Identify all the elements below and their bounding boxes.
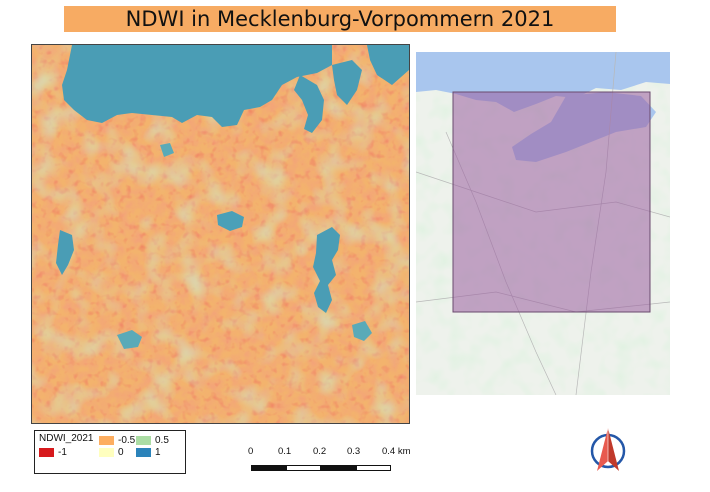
- scale-segment-3: [321, 465, 356, 471]
- legend-label-05: 0.5: [155, 435, 169, 446]
- north-arrow-icon: [586, 425, 630, 477]
- legend-label-0: 0: [118, 447, 124, 458]
- scale-label-03: 0.3: [347, 446, 361, 457]
- legend-swatch-minus1: [39, 448, 54, 457]
- legend-label-minus1: -1: [58, 447, 67, 458]
- lake-south-east: [352, 321, 372, 341]
- overview-locator-map: [416, 52, 670, 395]
- map-legend: NDWI_2021 -1 -0.5 0.5 0 1: [34, 430, 186, 474]
- legend-title: NDWI_2021: [39, 433, 94, 444]
- legend-label-minus05: -0.5: [118, 435, 136, 446]
- legend-swatch-05: [136, 436, 151, 445]
- overview-basemap: [416, 52, 670, 395]
- lake-center: [217, 211, 244, 231]
- lake-small-north: [160, 143, 174, 157]
- legend-swatch-minus05: [99, 436, 114, 445]
- scale-label-01: 0.1: [278, 446, 292, 457]
- lake-south: [117, 330, 142, 349]
- map-title: NDWI in Mecklenburg-Vorpommern 2021: [125, 7, 555, 31]
- scale-segment-2: [286, 465, 321, 471]
- study-area-extent: [452, 91, 651, 313]
- bay-inlet-east: [294, 75, 324, 133]
- scale-label-0: 0: [248, 446, 254, 457]
- baltic-sea-water: [62, 45, 332, 127]
- scale-bar: 0 0.1 0.2 0.3 0.4 km: [246, 446, 416, 476]
- map-title-banner: NDWI in Mecklenburg-Vorpommern 2021: [64, 6, 616, 32]
- scale-segment-1: [251, 465, 286, 471]
- legend-swatch-1: [136, 448, 151, 457]
- scale-segment-4: [356, 465, 391, 471]
- legend-label-1: 1: [155, 447, 161, 458]
- scale-label-04: 0.4 km: [382, 446, 411, 457]
- legend-swatch-0: [99, 448, 114, 457]
- scale-label-02: 0.2: [313, 446, 327, 457]
- large-lake: [313, 227, 340, 313]
- ndwi-raster-map: [31, 44, 410, 424]
- coastal-strip-east: [367, 45, 409, 85]
- lake-west: [56, 230, 74, 275]
- bay-inlet-small: [332, 60, 362, 105]
- ndwi-raster: [32, 45, 409, 423]
